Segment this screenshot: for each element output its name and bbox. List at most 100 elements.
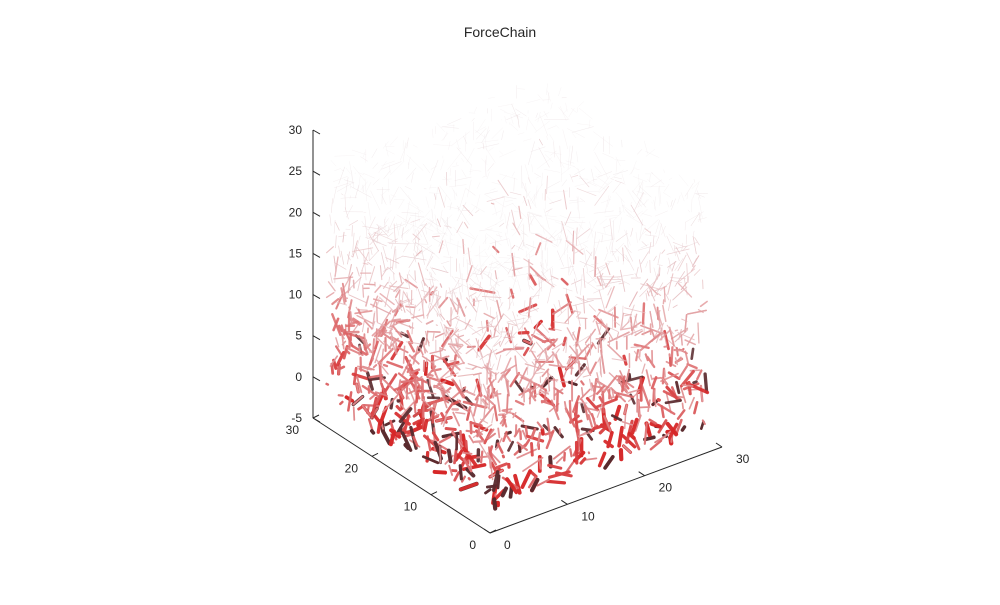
force-chain-segment (698, 218, 707, 220)
force-chain-segment (528, 142, 534, 165)
force-chain-segment (449, 451, 451, 462)
force-chain-segment (516, 246, 524, 250)
force-chain-segment (439, 188, 445, 208)
force-chain-segment (655, 211, 668, 216)
force-chain-segment (579, 108, 592, 119)
y-tick-label: 10 (404, 500, 418, 514)
force-chain-segment (564, 338, 566, 345)
force-chain-segment (662, 406, 664, 417)
force-chain-segment (490, 239, 509, 244)
force-chain-segment (435, 472, 446, 473)
force-chain-segment (354, 407, 355, 420)
force-chain-segment (699, 214, 701, 221)
force-chain-segment (461, 158, 463, 161)
force-chain-segment (363, 173, 375, 178)
force-chain-segment (548, 481, 565, 483)
force-chain-segment (510, 124, 517, 130)
force-chain-segment (551, 235, 556, 240)
force-chain-segment (613, 182, 621, 193)
force-chain-segment (687, 263, 688, 281)
force-chain-segment (594, 232, 596, 248)
force-chain-segment (439, 241, 443, 253)
force-chain-segment (631, 228, 633, 236)
force-chain-segment (651, 180, 662, 187)
force-chain-segment (666, 294, 669, 300)
force-chain-segment (551, 103, 553, 109)
force-chain-segment (569, 265, 571, 272)
force-chain-segment (433, 333, 434, 340)
force-chain-segment (667, 236, 674, 251)
force-chain-segment (406, 305, 414, 306)
force-chain-segment (430, 185, 431, 190)
force-chain-segment (607, 197, 610, 207)
force-chain-segment (473, 274, 481, 275)
force-chain-segment (646, 354, 648, 360)
force-chain-segment (564, 190, 567, 209)
force-chain-segment (694, 382, 697, 383)
force-chain-segment (440, 210, 443, 224)
force-chain-segment (580, 176, 589, 187)
force-chain-segment (455, 450, 457, 463)
force-chain-segment (474, 107, 476, 112)
force-chain-segment (518, 373, 532, 381)
force-chain-segment (496, 350, 506, 354)
force-chain-segment (663, 192, 670, 197)
force-chain-segment (654, 268, 657, 280)
force-chain-segment (369, 419, 372, 430)
force-chain-segment (377, 303, 378, 322)
force-chain-segment (488, 98, 494, 99)
force-chain-segment (559, 88, 562, 96)
force-chain-segment (676, 269, 694, 284)
force-chain-segment (476, 249, 486, 256)
force-chain-segment (651, 202, 653, 203)
force-chain-segment (600, 453, 605, 465)
force-chain-segment (350, 162, 354, 184)
force-chain-segment (651, 375, 652, 379)
force-chain-segment (475, 441, 484, 442)
force-chain-segment (488, 246, 490, 250)
force-chain-segment (657, 265, 662, 266)
force-chain-segment (465, 323, 481, 336)
force-chain-segment (465, 188, 475, 195)
force-chain-segment (683, 385, 693, 386)
force-chain-segment (694, 270, 700, 276)
force-chain-segment (382, 162, 402, 170)
force-chain-segment (548, 419, 551, 440)
force-chain-segment (642, 364, 645, 373)
force-chain-segment (345, 208, 348, 220)
force-chain-segment (470, 165, 472, 175)
force-chain-segment (514, 178, 515, 191)
force-chain-segment (476, 195, 480, 209)
force-chain-segment (358, 175, 360, 190)
force-chain-segment (589, 305, 595, 312)
force-chain-segment (569, 108, 574, 116)
force-chain-segment (466, 279, 469, 300)
force-chain-segment (440, 186, 451, 201)
force-chain-segment (597, 399, 616, 407)
force-chain-segment (506, 203, 514, 206)
force-chain-segment (615, 181, 624, 184)
force-chain-segment (619, 428, 622, 446)
force-chain-segment (406, 307, 414, 308)
force-chain-segment (434, 428, 435, 450)
force-chain-segment (548, 218, 562, 222)
force-chain-segment (469, 206, 476, 215)
force-chain-segment (577, 124, 591, 126)
force-chain-segment (616, 233, 627, 241)
x-axis-line (490, 447, 722, 533)
force-chain-segment (539, 139, 542, 145)
force-chain-segment (332, 364, 333, 373)
force-chain-segment (497, 355, 501, 370)
force-chain-segment (536, 113, 538, 118)
force-chain-segment (346, 168, 350, 174)
force-chain-segment (622, 140, 623, 147)
force-chain-segment (690, 370, 699, 371)
force-chain-segment (337, 184, 351, 192)
force-chain-segment (650, 260, 651, 273)
force-chain-segment (572, 280, 582, 284)
force-chain-segment (439, 298, 447, 308)
force-chain-segment (475, 130, 486, 138)
force-chain-segment (516, 401, 523, 404)
force-chain-segment (469, 171, 472, 172)
